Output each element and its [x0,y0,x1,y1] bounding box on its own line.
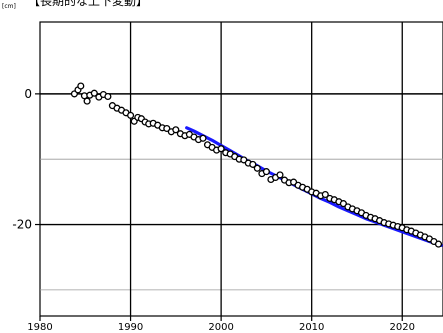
data-point [77,82,85,90]
data-point [339,200,347,208]
grid-layer [35,21,443,321]
data-point [253,164,261,172]
y-unit-label: [cm] [2,3,16,10]
data-point [321,190,329,199]
data-point [434,240,443,248]
data-point [83,97,91,105]
data-point [262,168,270,176]
data-point [163,124,171,133]
plot-frame [39,21,443,317]
y-tick-label: 0 [24,87,32,101]
data-point [127,111,135,119]
x-tick-label: 2010 [299,322,324,333]
x-tick-label: 2020 [390,322,415,333]
x-tick-label: 1980 [27,322,52,333]
data-point [249,160,257,168]
tick-label-layer: 0 -20 1980 1990 2000 2010 2020 [12,87,415,333]
y-tick-label: -20 [12,218,32,232]
data-point [217,145,225,153]
chart-title: 【長期的な上下変動】 [28,0,148,8]
x-tick-label: 2000 [208,322,233,333]
data-point [172,126,180,134]
data-point [104,92,112,101]
data-point [276,171,284,179]
data-point [90,89,98,97]
x-tick-label: 1990 [118,322,143,333]
series-layer [70,82,443,248]
data-point [199,134,207,142]
